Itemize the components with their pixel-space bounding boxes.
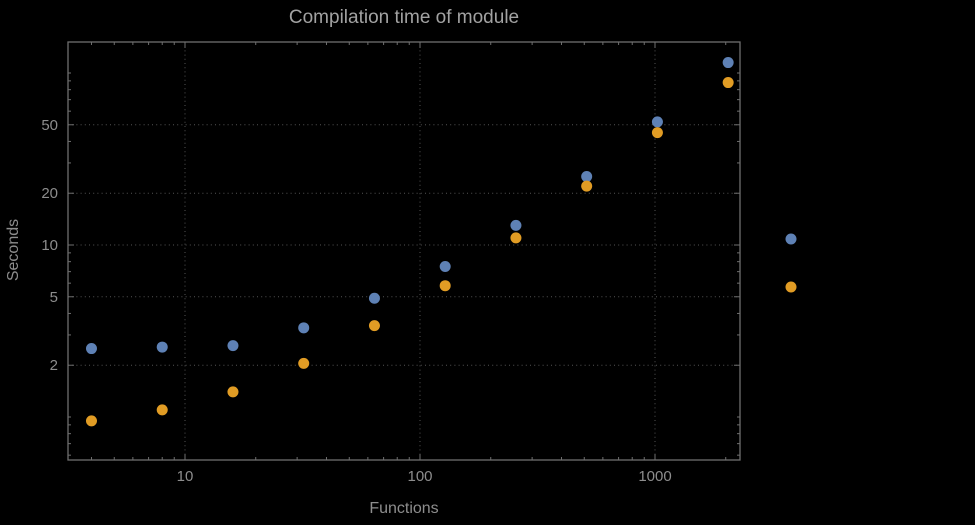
x-tick-label: 10 [177, 468, 194, 485]
data-point-blue [651, 116, 663, 128]
x-tick-label: 100 [407, 468, 432, 485]
data-point-orange [156, 404, 168, 416]
y-tick-label: 5 [50, 289, 58, 306]
chart-title: Compilation time of module [288, 7, 520, 28]
data-point-blue [85, 343, 97, 355]
data-point-orange [510, 232, 522, 244]
data-point-blue [156, 341, 168, 353]
x-tick-label: 1000 [638, 468, 671, 485]
data-point-orange [368, 320, 380, 332]
data-point-blue [581, 171, 593, 183]
data-point-orange [651, 127, 663, 139]
plot-frame [67, 41, 741, 461]
data-point-orange [298, 357, 310, 369]
y-tick-label: 50 [41, 117, 58, 134]
data-point-blue [722, 57, 734, 69]
data-point-blue [368, 292, 380, 304]
data-point-blue [298, 322, 310, 334]
data-point-blue [227, 340, 239, 352]
data-point-blue [510, 219, 522, 231]
legend-marker-orange [785, 281, 797, 293]
data-point-orange [227, 386, 239, 398]
data-point-blue [439, 260, 451, 272]
data-point-orange [439, 280, 451, 292]
data-point-orange [722, 77, 734, 89]
y-tick-label: 10 [41, 237, 58, 254]
y-tick-label: 20 [41, 185, 58, 202]
x-axis-label: Functions [369, 500, 439, 517]
y-axis-label: Seconds [5, 218, 22, 282]
data-point-orange [581, 180, 593, 192]
legend-marker-blue [785, 233, 797, 245]
y-tick-label: 2 [50, 357, 58, 374]
data-point-orange [85, 415, 97, 427]
